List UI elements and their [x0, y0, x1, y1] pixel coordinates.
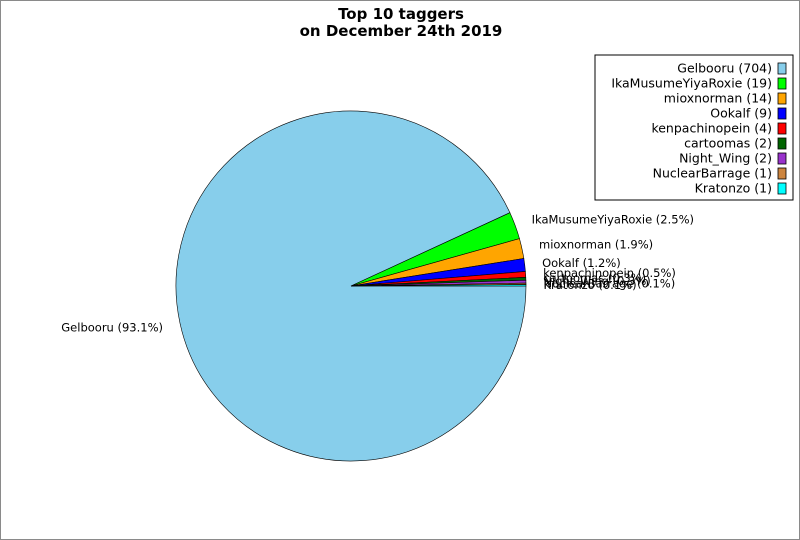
legend-entry-ikamusumeyiyaroxie: IkaMusumeYiyaRoxie (19)	[611, 76, 772, 91]
chart-subtitle: on December 24th 2019	[300, 22, 503, 40]
legend-entry-kenpachinopein: kenpachinopein (4)	[651, 121, 772, 136]
slice-label-mioxnorman: mioxnorman (1.9%)	[539, 238, 653, 252]
legend-swatch-mioxnorman	[777, 92, 787, 105]
legend: Gelbooru (704)IkaMusumeYiyaRoxie (19)mio…	[594, 54, 794, 201]
legend-entry-kratonzo: Kratonzo (1)	[695, 181, 772, 196]
legend-entry-mioxnorman: mioxnorman (14)	[664, 91, 772, 106]
legend-swatch-nuclearbarrage	[777, 167, 787, 180]
legend-swatch-ookalf	[777, 107, 787, 120]
slice-label-cartoomas: cartoomas (0.3%)	[543, 271, 646, 285]
slice-label-ookalf: Ookalf (1.2%)	[542, 256, 621, 270]
legend-swatch-kratonzo	[777, 182, 787, 195]
legend-swatch-night-wing	[777, 152, 787, 165]
legend-box	[594, 54, 794, 201]
legend-entry-gelbooru: Gelbooru (704)	[677, 61, 772, 76]
slice-label-ikamusumeyiyaroxie: IkaMusumeYiyaRoxie (2.5%)	[532, 212, 694, 226]
slice-labels: Gelbooru (93.1%) IkaMusumeYiyaRoxie (2.5%…	[61, 212, 694, 334]
legend-entry-nuclearbarrage: NuclearBarrage (1)	[653, 166, 772, 181]
slice-label-gelbooru: Gelbooru (93.1%)	[61, 320, 163, 334]
legend-entry-cartoomas: cartoomas (2)	[684, 136, 772, 151]
legend-swatch-gelbooru	[777, 62, 787, 75]
legend-swatch-kenpachinopein	[777, 122, 787, 135]
slice-label-kenpachinopein: kenpachinopein (0.5%)	[543, 266, 676, 280]
pie-slices	[175, 110, 527, 462]
slice-label-kratonzo: Kratonzo (0.1%)	[544, 278, 637, 292]
legend-swatch-cartoomas	[777, 137, 787, 150]
slice-label-nuclearbarrage: NuclearBarrage (0.1%)	[544, 277, 676, 291]
pie-slice-kratonzo	[350, 284, 527, 287]
chart-title: Top 10 taggers	[338, 5, 464, 23]
legend-swatch-ikamusumeyiyaroxie	[777, 77, 787, 90]
slice-label-night-wing: Night_Wing (0.3%)	[543, 274, 650, 288]
legend-entry-night-wing: Night_Wing (2)	[679, 151, 772, 166]
legend-entry-ookalf: Ookalf (9)	[710, 106, 772, 121]
